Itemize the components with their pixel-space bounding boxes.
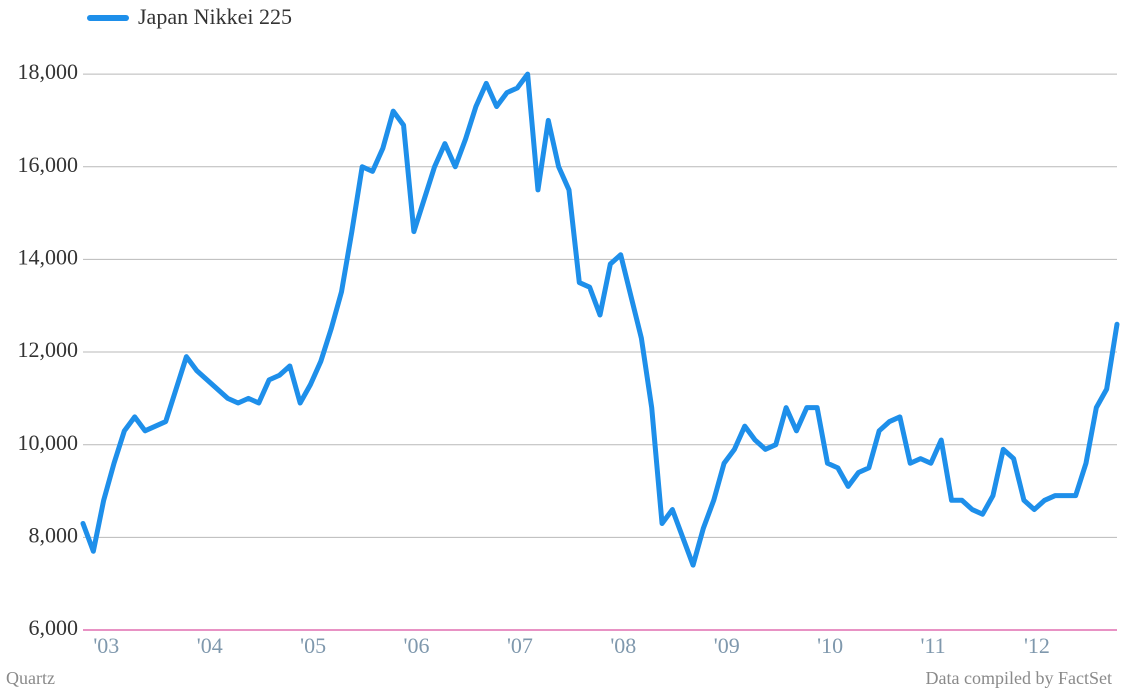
line-series — [80, 71, 1120, 568]
x-tick-label: '10 — [817, 633, 843, 658]
x-tick-label: '06 — [404, 633, 430, 658]
x-tick-label: '11 — [921, 633, 946, 658]
y-tick-label: 8,000 — [29, 522, 79, 547]
y-tick-label: 16,000 — [18, 152, 79, 177]
x-tick-label: '05 — [300, 633, 326, 658]
y-tick-label: 10,000 — [18, 430, 79, 455]
x-tick-label: '03 — [93, 633, 119, 658]
x-tick-label: '09 — [714, 633, 740, 658]
source-note: Data compiled by FactSet — [926, 668, 1112, 688]
x-tick-label: '07 — [507, 633, 533, 658]
legend-label: Japan Nikkei 225 — [138, 4, 292, 29]
plot-area — [80, 71, 1120, 568]
grid: 6,000 8,000 10,000 12,000 14,000 16,000 18,000… — [18, 59, 1117, 658]
y-tick-label: 12,000 — [18, 337, 79, 362]
y-tick-label: 14,000 — [18, 244, 79, 269]
x-tick-label: '04 — [197, 633, 223, 658]
credit: Quartz — [6, 668, 55, 688]
x-tick-label: '12 — [1024, 633, 1050, 658]
y-tick-label: 6,000 — [29, 615, 79, 640]
x-tick-label: '08 — [610, 633, 636, 658]
legend: Japan Nikkei 225 — [87, 4, 292, 29]
y-tick-label: 18,000 — [18, 59, 79, 84]
